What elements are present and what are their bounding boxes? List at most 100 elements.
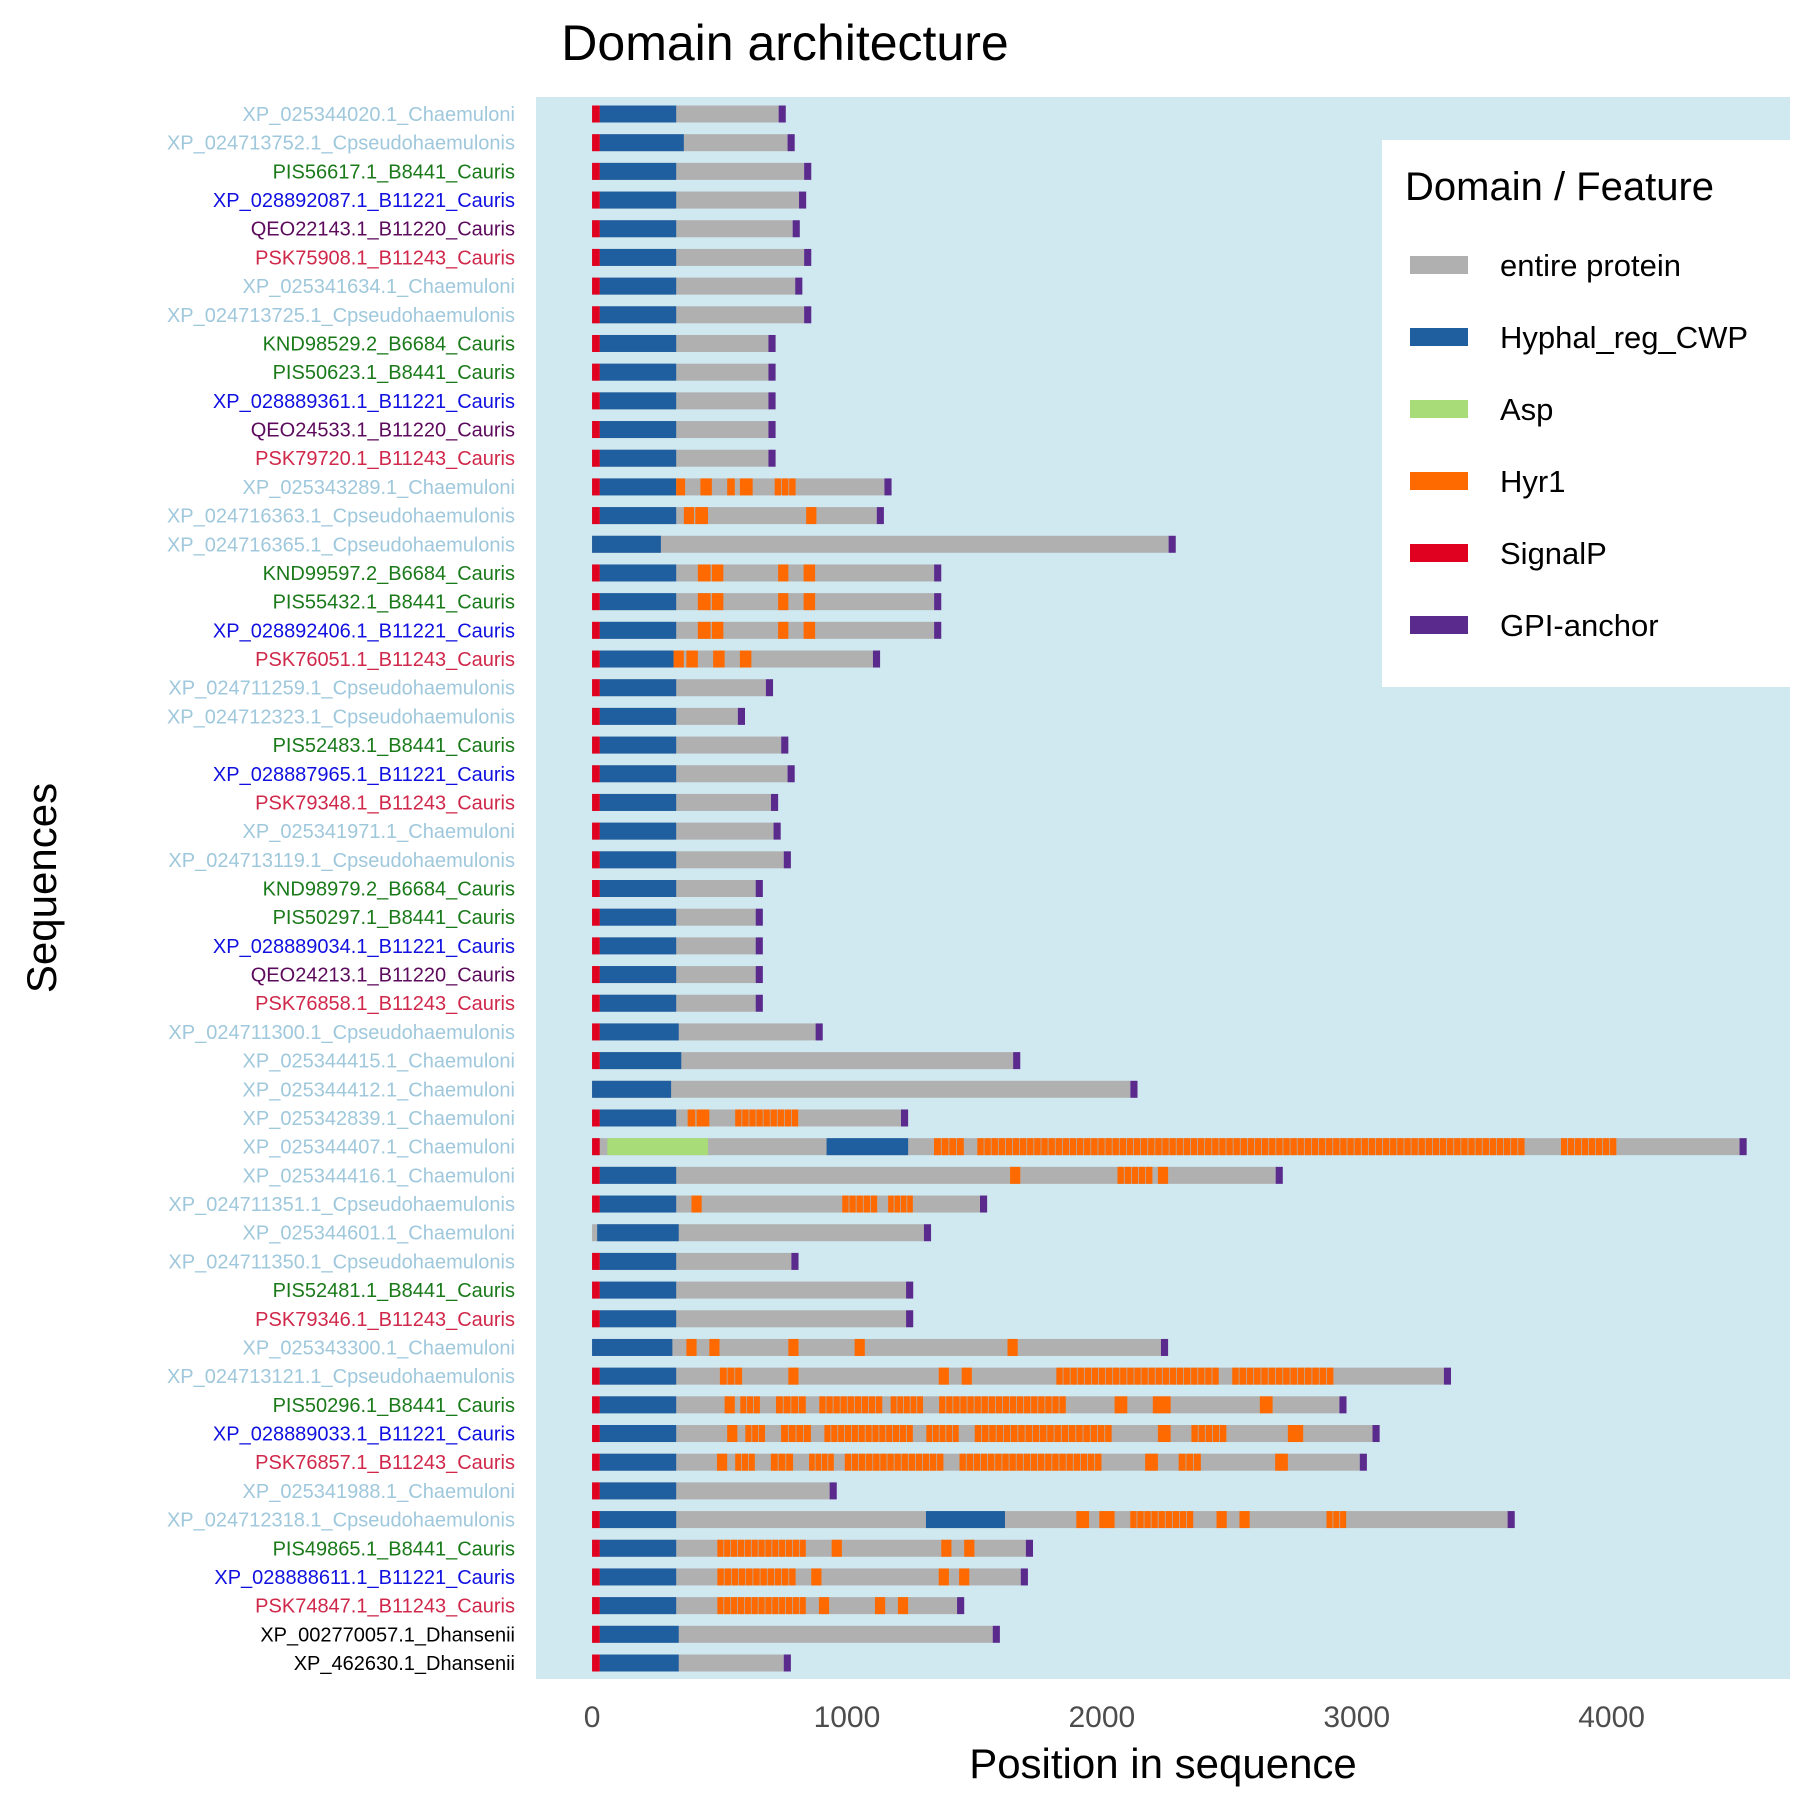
hyr1-repeat — [1099, 1511, 1115, 1529]
sequence-row — [592, 937, 763, 955]
sequence-row — [592, 880, 763, 897]
hyr1-repeat — [742, 1109, 749, 1127]
hyr1-repeat — [989, 1425, 996, 1443]
gpi-anchor-feature — [1339, 1396, 1347, 1414]
sequence-label: XP_025341988.1_Chaemuloni — [243, 1481, 515, 1503]
hyr1-repeat — [758, 1425, 766, 1443]
hyr1-repeat — [753, 1396, 760, 1414]
hyr1-repeat — [1219, 1425, 1227, 1443]
hyr1-repeat — [926, 1425, 933, 1443]
sequence-row — [592, 1425, 1380, 1443]
signalp-feature — [592, 363, 600, 381]
hyr1-repeat — [1018, 1425, 1025, 1443]
signalp-feature — [592, 736, 600, 754]
sequence-row — [592, 1482, 837, 1500]
entire-protein-segment — [592, 621, 935, 639]
sequence-row — [592, 306, 812, 324]
legend-label: Asp — [1500, 392, 1553, 427]
hyr1-repeat — [770, 1453, 778, 1471]
sequence-label: QEO22143.1_B11220_Cauris — [251, 219, 515, 241]
sequence-row — [592, 1310, 914, 1328]
sequence-label: XP_025344020.1_Chaemuloni — [243, 104, 515, 126]
hyr1-repeat — [809, 1453, 815, 1471]
sequence-label: XP_024713121.1_Cpseudohaemulonis — [167, 1366, 515, 1388]
sequence-label: PSK79346.1_B11243_Cauris — [255, 1309, 515, 1331]
hyr1-repeat — [946, 1425, 953, 1443]
hyr1-repeat — [792, 1539, 799, 1557]
signalp-feature — [592, 1568, 600, 1586]
hyr1-repeat — [1290, 1138, 1297, 1156]
hyr1-repeat — [1326, 1511, 1333, 1529]
hyr1-repeat — [1062, 1138, 1070, 1156]
hyr1-repeat — [804, 1425, 811, 1443]
hyr1-repeat — [1276, 1138, 1283, 1156]
hyr1-repeat — [749, 1109, 756, 1127]
hyr1-repeat — [724, 1396, 735, 1414]
hyphal-reg-cwp-domain — [599, 306, 677, 324]
hyr1-repeat — [858, 1425, 865, 1443]
hyr1-repeat — [744, 1539, 751, 1557]
hyr1-repeat — [998, 1138, 1006, 1156]
hyr1-repeat — [1032, 1425, 1040, 1443]
hyphal-reg-cwp-domain — [599, 105, 677, 123]
hyr1-repeat — [806, 507, 817, 525]
sequence-row — [592, 679, 774, 697]
sequence-row — [592, 851, 791, 869]
legend-label: Hyphal_reg_CWP — [1500, 320, 1748, 355]
hyr1-repeat — [1340, 1511, 1347, 1529]
hyr1-repeat — [686, 650, 698, 668]
legend-swatch — [1410, 328, 1468, 346]
gpi-anchor-feature — [992, 1625, 1000, 1643]
hyr1-repeat — [727, 1367, 735, 1385]
sequence-label: XP_002770057.1_Dhansenii — [260, 1624, 515, 1646]
sequence-label: PSK76051.1_B11243_Cauris — [255, 649, 515, 671]
hyr1-repeat — [988, 1396, 995, 1414]
entire-protein-segment — [592, 1080, 1131, 1098]
hyr1-repeat — [799, 1597, 806, 1615]
gpi-anchor-feature — [804, 162, 812, 180]
hyr1-repeat — [939, 1396, 946, 1414]
gpi-anchor-feature — [787, 134, 795, 152]
hyphal-reg-cwp-domain — [599, 1052, 682, 1070]
hyr1-repeat — [856, 1195, 863, 1213]
hyr1-repeat — [901, 1453, 908, 1471]
hyr1-repeat — [786, 1453, 794, 1471]
signalp-feature — [592, 1023, 600, 1041]
x-tick-label: 1000 — [814, 1701, 881, 1734]
hyr1-repeat — [739, 650, 752, 668]
hyr1-repeat — [1246, 1367, 1254, 1385]
hyr1-repeat — [676, 478, 686, 496]
hyr1-repeat — [939, 1425, 946, 1443]
hyr1-repeat — [1560, 1138, 1568, 1156]
hyr1-repeat — [711, 621, 724, 639]
hyr1-repeat — [739, 478, 753, 496]
sequence-row — [592, 277, 803, 295]
hyr1-repeat — [995, 1396, 1003, 1414]
gpi-anchor-feature — [768, 392, 776, 410]
hyr1-repeat — [974, 1425, 982, 1443]
gpi-anchor-feature — [815, 1023, 823, 1041]
hyr1-repeat — [696, 1109, 710, 1127]
sequence-label: XP_025344416.1_Chaemuloni — [243, 1165, 515, 1187]
sequence-labels: XP_025344020.1_Chaemuloni XP_024713752.1_… — [167, 104, 515, 1675]
sequence-row — [592, 134, 795, 152]
signalp-feature — [592, 679, 600, 697]
signalp-feature — [592, 392, 600, 410]
signalp-feature — [592, 191, 600, 209]
entire-protein-segment — [592, 1195, 980, 1213]
hyr1-repeat — [1259, 1396, 1273, 1414]
hyr1-repeat — [1130, 1511, 1137, 1529]
gpi-anchor-feature — [884, 478, 892, 496]
hyphal-reg-cwp-domain — [599, 1453, 677, 1471]
hyr1-repeat — [1226, 1138, 1233, 1156]
hyr1-repeat — [788, 1367, 799, 1385]
hyphal-reg-cwp-domain — [592, 1080, 672, 1098]
hyr1-repeat — [1041, 1138, 1048, 1156]
hyr1-repeat — [1447, 1138, 1454, 1156]
hyr1-repeat — [844, 1453, 852, 1471]
hyr1-repeat — [1146, 1166, 1153, 1184]
legend-title: Domain / Feature — [1405, 165, 1714, 209]
hyr1-repeat — [695, 507, 709, 525]
gpi-anchor-feature — [957, 1597, 965, 1615]
hyr1-repeat — [991, 1138, 998, 1156]
